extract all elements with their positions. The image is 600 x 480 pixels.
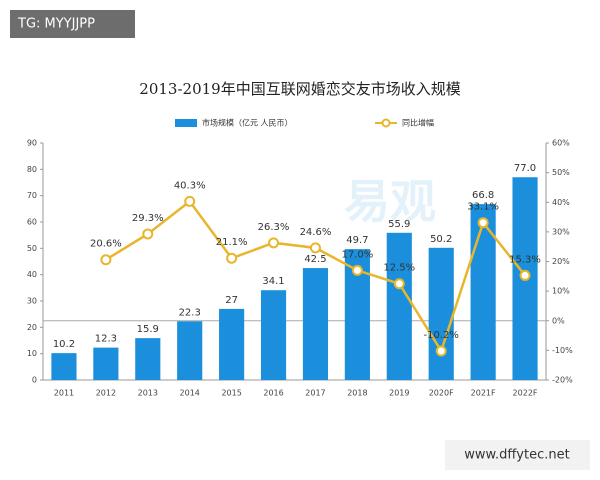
- line-marker: [519, 269, 531, 281]
- legend-label: 同比增幅: [402, 118, 434, 128]
- bar: [428, 247, 454, 380]
- line-value-label: 33.1%: [467, 202, 499, 213]
- legend-swatch: [381, 118, 391, 128]
- bar: [219, 308, 245, 380]
- x-tick-label: 2021F: [471, 389, 496, 398]
- y-tick-label: 90: [27, 139, 37, 148]
- y2-tick-label: 60%: [552, 139, 570, 148]
- bar: [386, 232, 412, 380]
- header-tag-box: [10, 10, 135, 38]
- bar-value-label: 42.5: [304, 254, 326, 265]
- line-marker: [100, 254, 112, 266]
- y-tick-label: 50: [27, 244, 37, 253]
- x-tick-label: 2013: [138, 389, 158, 398]
- bar-value-label: 50.2: [430, 234, 452, 245]
- y-tick-label: 10: [27, 349, 37, 358]
- bar: [135, 338, 161, 380]
- footer-tag: www.dffytec.net: [464, 448, 569, 463]
- y2-tick-label: 30%: [552, 227, 570, 236]
- line-value-label: 15.3%: [509, 254, 541, 265]
- line-value-label: 40.3%: [174, 180, 206, 191]
- x-tick-label: 2015: [221, 389, 241, 398]
- y2-tick-label: 20%: [552, 257, 570, 266]
- x-tick-label: 2012: [96, 389, 116, 398]
- x-tick-label: 2014: [180, 389, 200, 398]
- bar-value-label: 12.3: [95, 334, 117, 345]
- line-value-label: -10.2%: [424, 330, 459, 341]
- line-marker: [309, 242, 321, 254]
- bar: [177, 321, 203, 380]
- bar: [51, 353, 77, 380]
- x-tick-label: 2017: [305, 389, 325, 398]
- bar-value-label: 27: [225, 295, 238, 306]
- bar: [93, 347, 119, 380]
- y2-tick-label: 40%: [552, 198, 570, 207]
- bar-value-label: 66.8: [472, 190, 494, 201]
- footer-tag-box: [445, 440, 590, 470]
- line-value-label: 24.6%: [300, 227, 332, 238]
- y2-tick-label: 50%: [552, 168, 570, 177]
- legend-label: 市场规模（亿元 人民币）: [202, 118, 293, 128]
- y-tick-label: 60: [27, 218, 37, 227]
- line-marker: [226, 252, 238, 264]
- line-marker: [393, 278, 405, 290]
- x-tick-label: 2018: [347, 389, 367, 398]
- line-value-label: 17.0%: [341, 249, 373, 260]
- x-tick-label: 2011: [54, 389, 74, 398]
- line-marker: [351, 264, 363, 276]
- bar-value-label: 77.0: [514, 163, 536, 174]
- watermark: 易观: [344, 175, 436, 229]
- bar: [470, 204, 496, 380]
- line-value-label: 26.3%: [258, 222, 290, 233]
- y-tick-label: 80: [27, 165, 37, 174]
- x-tick-label: 2019: [389, 389, 409, 398]
- y-tick-label: 30: [27, 297, 37, 306]
- y2-tick-label: 10%: [552, 287, 570, 296]
- y2-tick-label: -10%: [552, 346, 573, 355]
- y2-tick-label: 0%: [552, 316, 565, 325]
- bar-value-label: 55.9: [388, 219, 410, 230]
- y-tick-label: 70: [27, 191, 37, 200]
- bar-value-label: 10.2: [53, 339, 75, 350]
- y2-tick-label: -20%: [552, 376, 573, 385]
- chart-title: 2013-2019年中国互联网婚恋交友市场收入规模: [139, 80, 460, 98]
- line-marker: [477, 217, 489, 229]
- bar-value-label: 15.9: [137, 324, 159, 335]
- header-tag: TG: MYYJJPP: [17, 17, 95, 32]
- bar-value-label: 22.3: [179, 307, 201, 318]
- legend-swatch: [175, 119, 197, 127]
- y-tick-label: 40: [27, 270, 37, 279]
- bar-value-label: 34.1: [262, 276, 284, 287]
- x-tick-label: 2020F: [429, 389, 454, 398]
- line-marker: [142, 228, 154, 240]
- line-value-label: 21.1%: [216, 237, 248, 248]
- x-tick-label: 2022F: [513, 389, 538, 398]
- y-tick-label: 0: [32, 376, 37, 385]
- bar: [302, 268, 329, 380]
- line-value-label: 20.6%: [90, 239, 122, 250]
- x-tick-label: 2016: [263, 389, 283, 398]
- bar-value-label: 49.7: [346, 235, 368, 246]
- line-marker: [268, 237, 280, 249]
- line-value-label: 12.5%: [383, 263, 415, 274]
- bar: [260, 290, 287, 380]
- y-tick-label: 20: [27, 323, 37, 332]
- line-marker: [435, 345, 447, 357]
- line-value-label: 29.3%: [132, 213, 164, 224]
- line-marker: [184, 195, 196, 207]
